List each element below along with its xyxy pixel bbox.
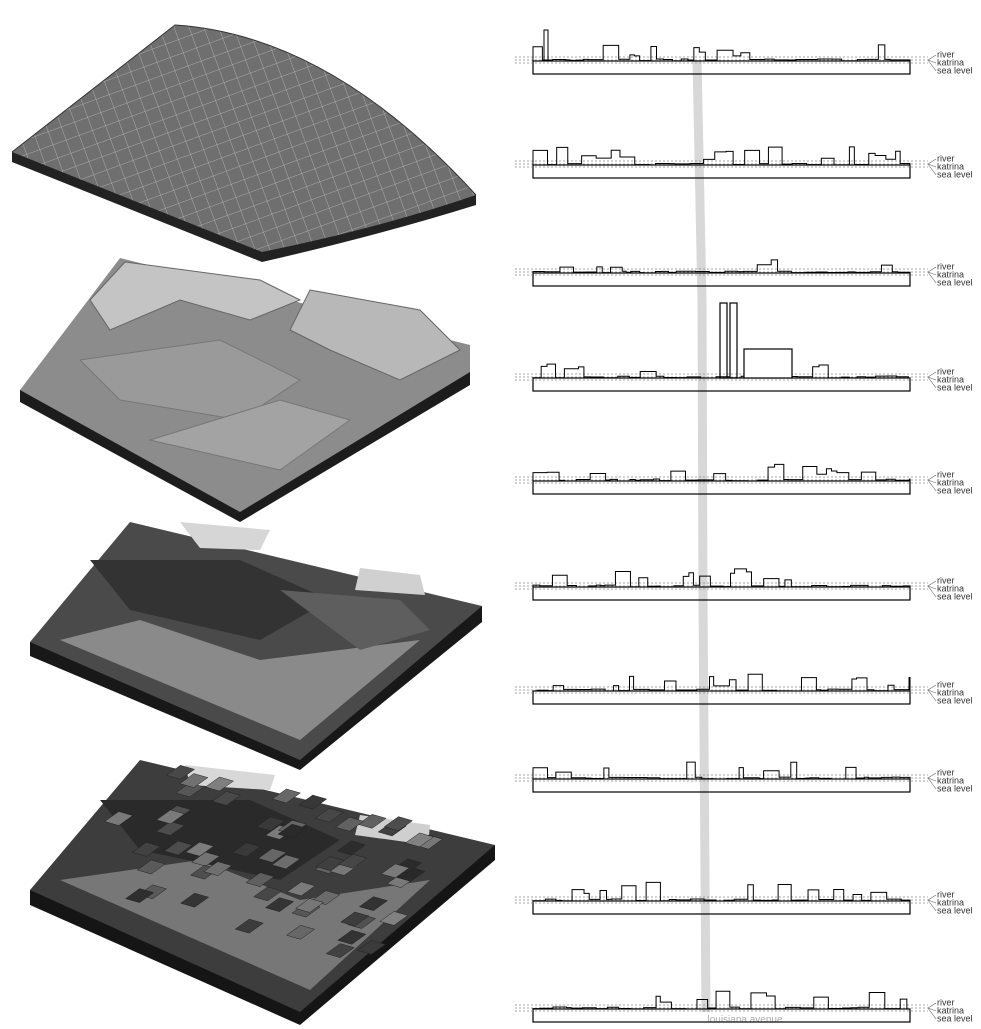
label-leader <box>928 581 936 586</box>
tower <box>544 30 548 61</box>
section-base <box>533 901 910 914</box>
label-leader <box>928 773 936 778</box>
skyline <box>533 364 910 378</box>
water-label: sea level <box>937 1013 973 1023</box>
skyline <box>533 45 910 61</box>
skyline <box>533 882 910 901</box>
skyline <box>533 464 910 481</box>
label-leader <box>928 1003 936 1008</box>
label-leader <box>928 267 936 272</box>
section-base <box>533 61 910 74</box>
section-base <box>533 481 910 494</box>
section-base <box>533 165 910 178</box>
tower <box>720 303 727 378</box>
section-base <box>533 691 910 704</box>
building <box>744 349 792 378</box>
water-label: sea level <box>937 382 973 392</box>
skyline <box>533 147 910 165</box>
label-leader <box>928 475 936 480</box>
section-base <box>533 779 910 792</box>
terrain-model-4 <box>30 760 495 1025</box>
skyline <box>533 991 910 1009</box>
water-label: sea level <box>937 65 973 75</box>
skyline <box>533 260 910 273</box>
skyline <box>533 569 910 587</box>
section-base <box>533 273 910 286</box>
street-label: louisiana avenue <box>707 1015 782 1026</box>
water-label: sea level <box>937 169 973 179</box>
water-label: sea level <box>937 905 973 915</box>
terrain-model-3 <box>30 522 482 770</box>
water-label: sea level <box>937 591 973 601</box>
label-leader <box>928 55 936 60</box>
skyline <box>533 674 910 691</box>
water-label: sea level <box>937 485 973 495</box>
label-leader <box>928 685 936 690</box>
section-base <box>533 378 910 391</box>
diagram: louisiana avenue riverkatrinasea levelri… <box>0 0 981 1029</box>
skyline <box>533 762 910 779</box>
tower <box>730 303 737 378</box>
terrain-model-2 <box>20 258 470 522</box>
water-label: sea level <box>937 277 973 287</box>
section-base <box>533 587 910 600</box>
street-band <box>697 60 706 1012</box>
label-leader <box>928 895 936 900</box>
label-leader <box>928 372 936 377</box>
label-leader <box>928 159 936 164</box>
terrain-model-1 <box>12 25 476 262</box>
water-label: sea level <box>937 783 973 793</box>
water-label: sea level <box>937 695 973 705</box>
